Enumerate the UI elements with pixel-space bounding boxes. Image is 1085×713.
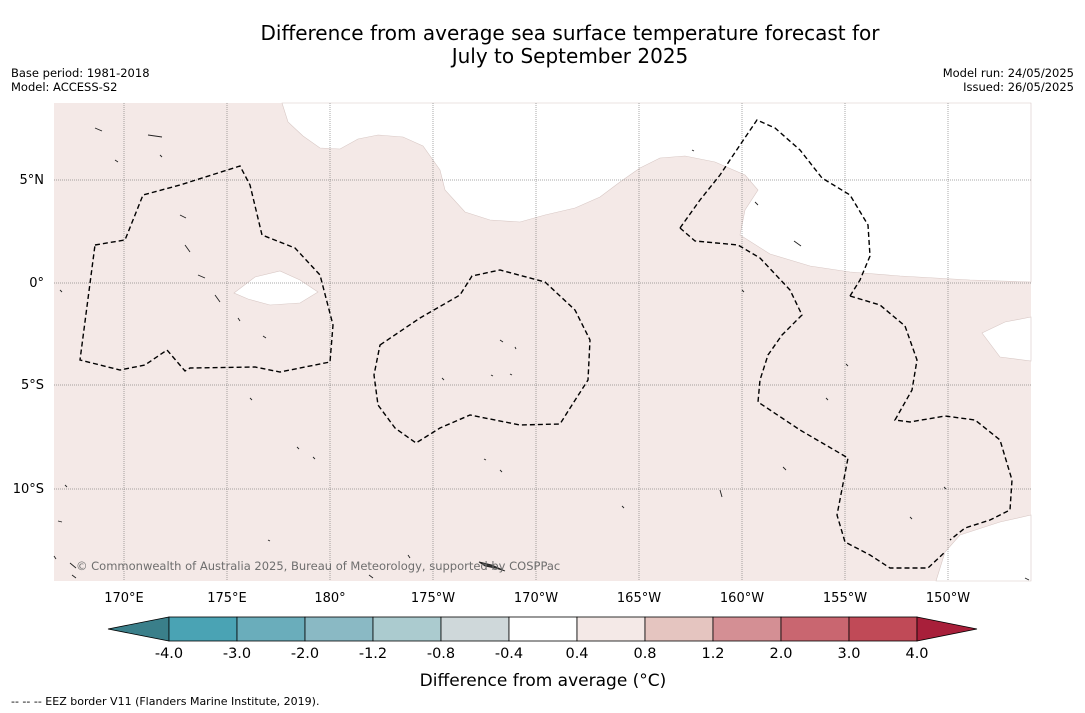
eez-legend: -- -- -- EEZ border V11 (Flanders Marine… bbox=[11, 695, 320, 708]
colorbar-extend-high bbox=[916, 616, 978, 642]
lon-label: 160°W bbox=[720, 591, 764, 606]
colorbar-tick: -0.4 bbox=[495, 646, 523, 662]
colorbar-tick: 0.8 bbox=[633, 646, 656, 662]
colorbar-bin bbox=[304, 616, 374, 642]
colorbar-extend-low bbox=[107, 616, 170, 642]
colorbar-bin bbox=[440, 616, 510, 642]
map-panel: © Commonwealth of Australia 2025, Bureau… bbox=[53, 102, 1032, 582]
neutral-region-equator bbox=[233, 270, 319, 306]
lon-label: 175°E bbox=[207, 591, 247, 606]
copyright-notice: © Commonwealth of Australia 2025, Bureau… bbox=[76, 559, 560, 573]
colorbar: -4.0 -3.0 -2.0 -1.2 -0.8 -0.4 0.4 0.8 1.… bbox=[107, 616, 978, 691]
colorbar-tick: 3.0 bbox=[837, 646, 860, 662]
colorbar-bin bbox=[644, 616, 714, 642]
colorbar-tick: -1.2 bbox=[359, 646, 387, 662]
eez-kiribati-phoenix bbox=[373, 269, 591, 444]
eez-french-polynesia bbox=[679, 227, 946, 569]
colorbar-bin bbox=[576, 616, 646, 642]
colorbar-bin bbox=[508, 616, 578, 642]
colorbar-bin bbox=[372, 616, 442, 642]
colorbar-tick: 1.2 bbox=[701, 646, 724, 662]
lat-label: 0° bbox=[29, 276, 44, 291]
eez-kiribati-line bbox=[679, 119, 871, 297]
longitude-labels: 170°E 175°E 180° 175°W 170°W 165°W 160°W… bbox=[104, 591, 970, 606]
lon-label: 165°W bbox=[617, 591, 661, 606]
eez-borders bbox=[79, 119, 1013, 569]
colorbar-tick: 0.4 bbox=[565, 646, 588, 662]
gridlines bbox=[54, 103, 1031, 581]
colorbar-bin bbox=[236, 616, 306, 642]
issued-date: Issued: 26/05/2025 bbox=[963, 80, 1074, 94]
eez-marquesas-tokelau bbox=[849, 295, 1013, 541]
lon-label: 175°W bbox=[411, 591, 455, 606]
colorbar-ticks: -4.0 -3.0 -2.0 -1.2 -0.8 -0.4 0.4 0.8 1.… bbox=[155, 646, 929, 662]
lon-label: 155°W bbox=[823, 591, 867, 606]
colorbar-title: Difference from average (°C) bbox=[420, 671, 667, 691]
lon-label: 150°W bbox=[926, 591, 970, 606]
lat-label: 10°S bbox=[13, 482, 44, 497]
colorbar-bin bbox=[712, 616, 782, 642]
latitude-labels: 5°N 0° 5°S 10°S bbox=[13, 173, 44, 497]
run-info: Model run: 24/05/2025 Issued: 26/05/2025 bbox=[943, 66, 1074, 94]
colorbar-tick: -2.0 bbox=[291, 646, 319, 662]
neutral-region-east bbox=[981, 316, 1032, 362]
lon-label: 170°E bbox=[104, 591, 144, 606]
colorbar-tick: -3.0 bbox=[223, 646, 251, 662]
colorbar-tick: 2.0 bbox=[769, 646, 792, 662]
colorbar-bin bbox=[168, 616, 238, 642]
lat-label: 5°S bbox=[21, 378, 44, 393]
lon-label: 170°W bbox=[514, 591, 558, 606]
lon-label: 180° bbox=[314, 591, 345, 606]
colorbar-tick: -0.8 bbox=[427, 646, 455, 662]
colorbar-tick: 4.0 bbox=[905, 646, 928, 662]
model-name: Model: ACCESS-S2 bbox=[11, 80, 118, 94]
neutral-region-southeast bbox=[935, 514, 1032, 582]
lat-label: 5°N bbox=[20, 173, 45, 188]
model-info: Base period: 1981-2018 Model: ACCESS-S2 bbox=[11, 66, 150, 94]
title-line-1: Difference from average sea surface temp… bbox=[260, 21, 880, 45]
islands bbox=[53, 127, 1030, 581]
map-title: Difference from average sea surface temp… bbox=[0, 22, 1085, 68]
eez-kiribati-gilberts bbox=[79, 165, 334, 373]
model-run: Model run: 24/05/2025 bbox=[942, 66, 1074, 80]
colorbar-bin bbox=[780, 616, 850, 642]
neutral-region-north bbox=[281, 102, 1032, 283]
colorbar-tick: -4.0 bbox=[155, 646, 183, 662]
colorbar-bin bbox=[848, 616, 918, 642]
title-line-2: July to September 2025 bbox=[451, 44, 689, 68]
base-period: Base period: 1981-2018 bbox=[11, 66, 150, 80]
